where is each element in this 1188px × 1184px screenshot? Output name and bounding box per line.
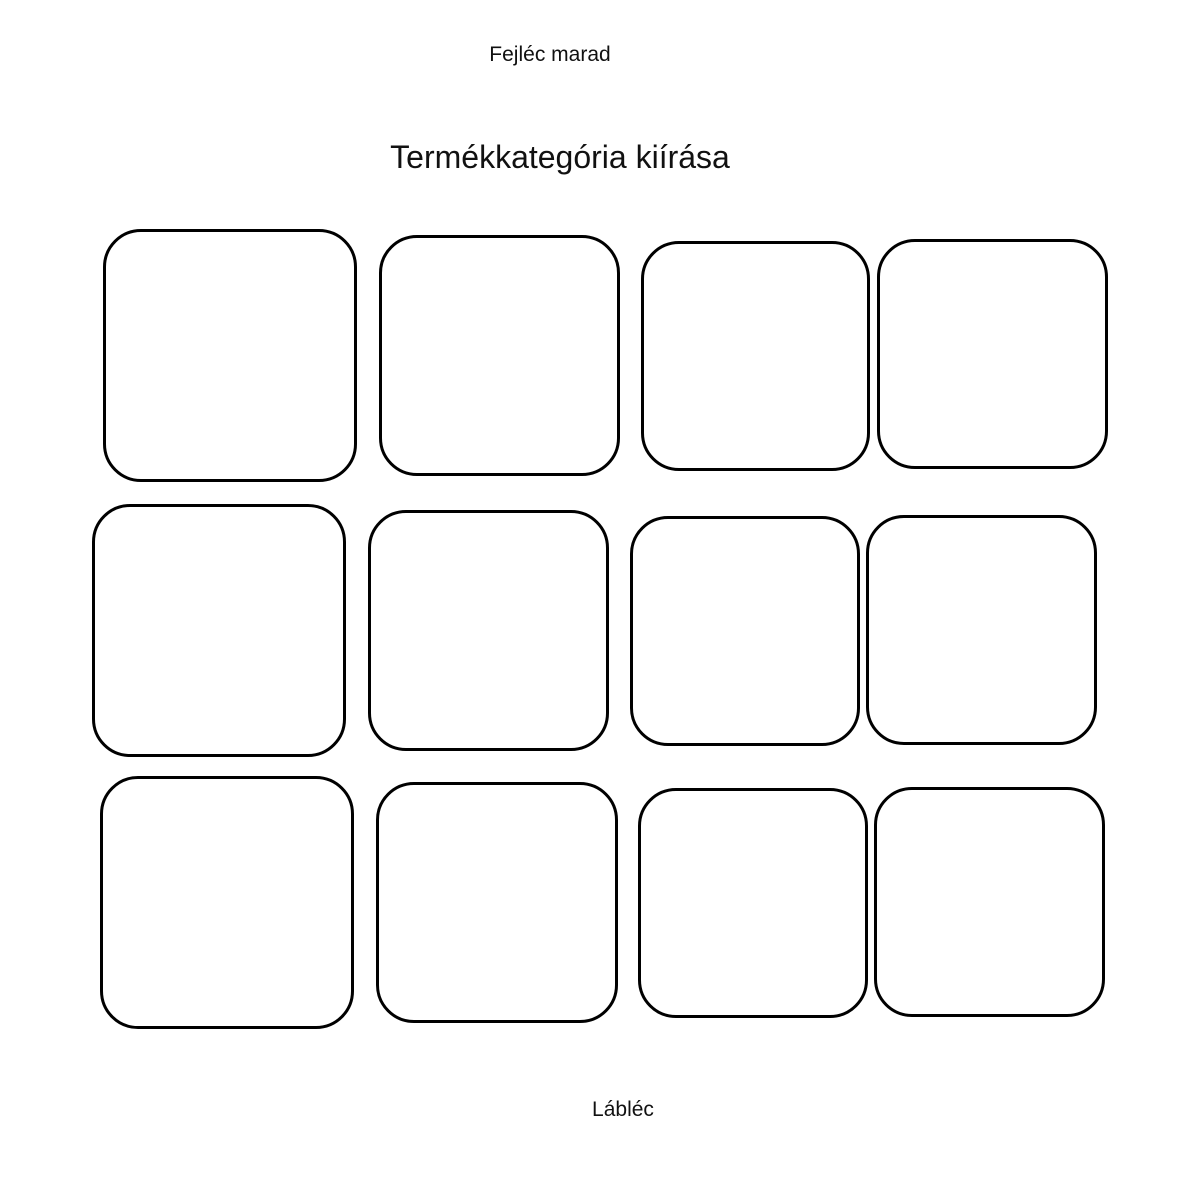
product-card-r1-c4[interactable] xyxy=(877,239,1108,469)
footer-placeholder-text: Lábléc xyxy=(592,1098,654,1121)
product-card-r1-c3[interactable] xyxy=(641,241,870,471)
product-card-r1-c1[interactable] xyxy=(103,229,357,482)
product-card-r3-c3[interactable] xyxy=(638,788,868,1018)
product-card-r3-c4[interactable] xyxy=(874,787,1105,1017)
product-card-r2-c3[interactable] xyxy=(630,516,860,746)
header-placeholder-text: Fejléc marad xyxy=(489,43,611,66)
product-card-r1-c2[interactable] xyxy=(379,235,620,476)
product-card-r3-c2[interactable] xyxy=(376,782,618,1023)
product-card-r3-c1[interactable] xyxy=(100,776,354,1029)
category-title: Termékkategória kiírása xyxy=(390,139,730,175)
product-card-r2-c2[interactable] xyxy=(368,510,609,751)
product-card-r2-c1[interactable] xyxy=(92,504,346,757)
product-card-r2-c4[interactable] xyxy=(866,515,1097,745)
